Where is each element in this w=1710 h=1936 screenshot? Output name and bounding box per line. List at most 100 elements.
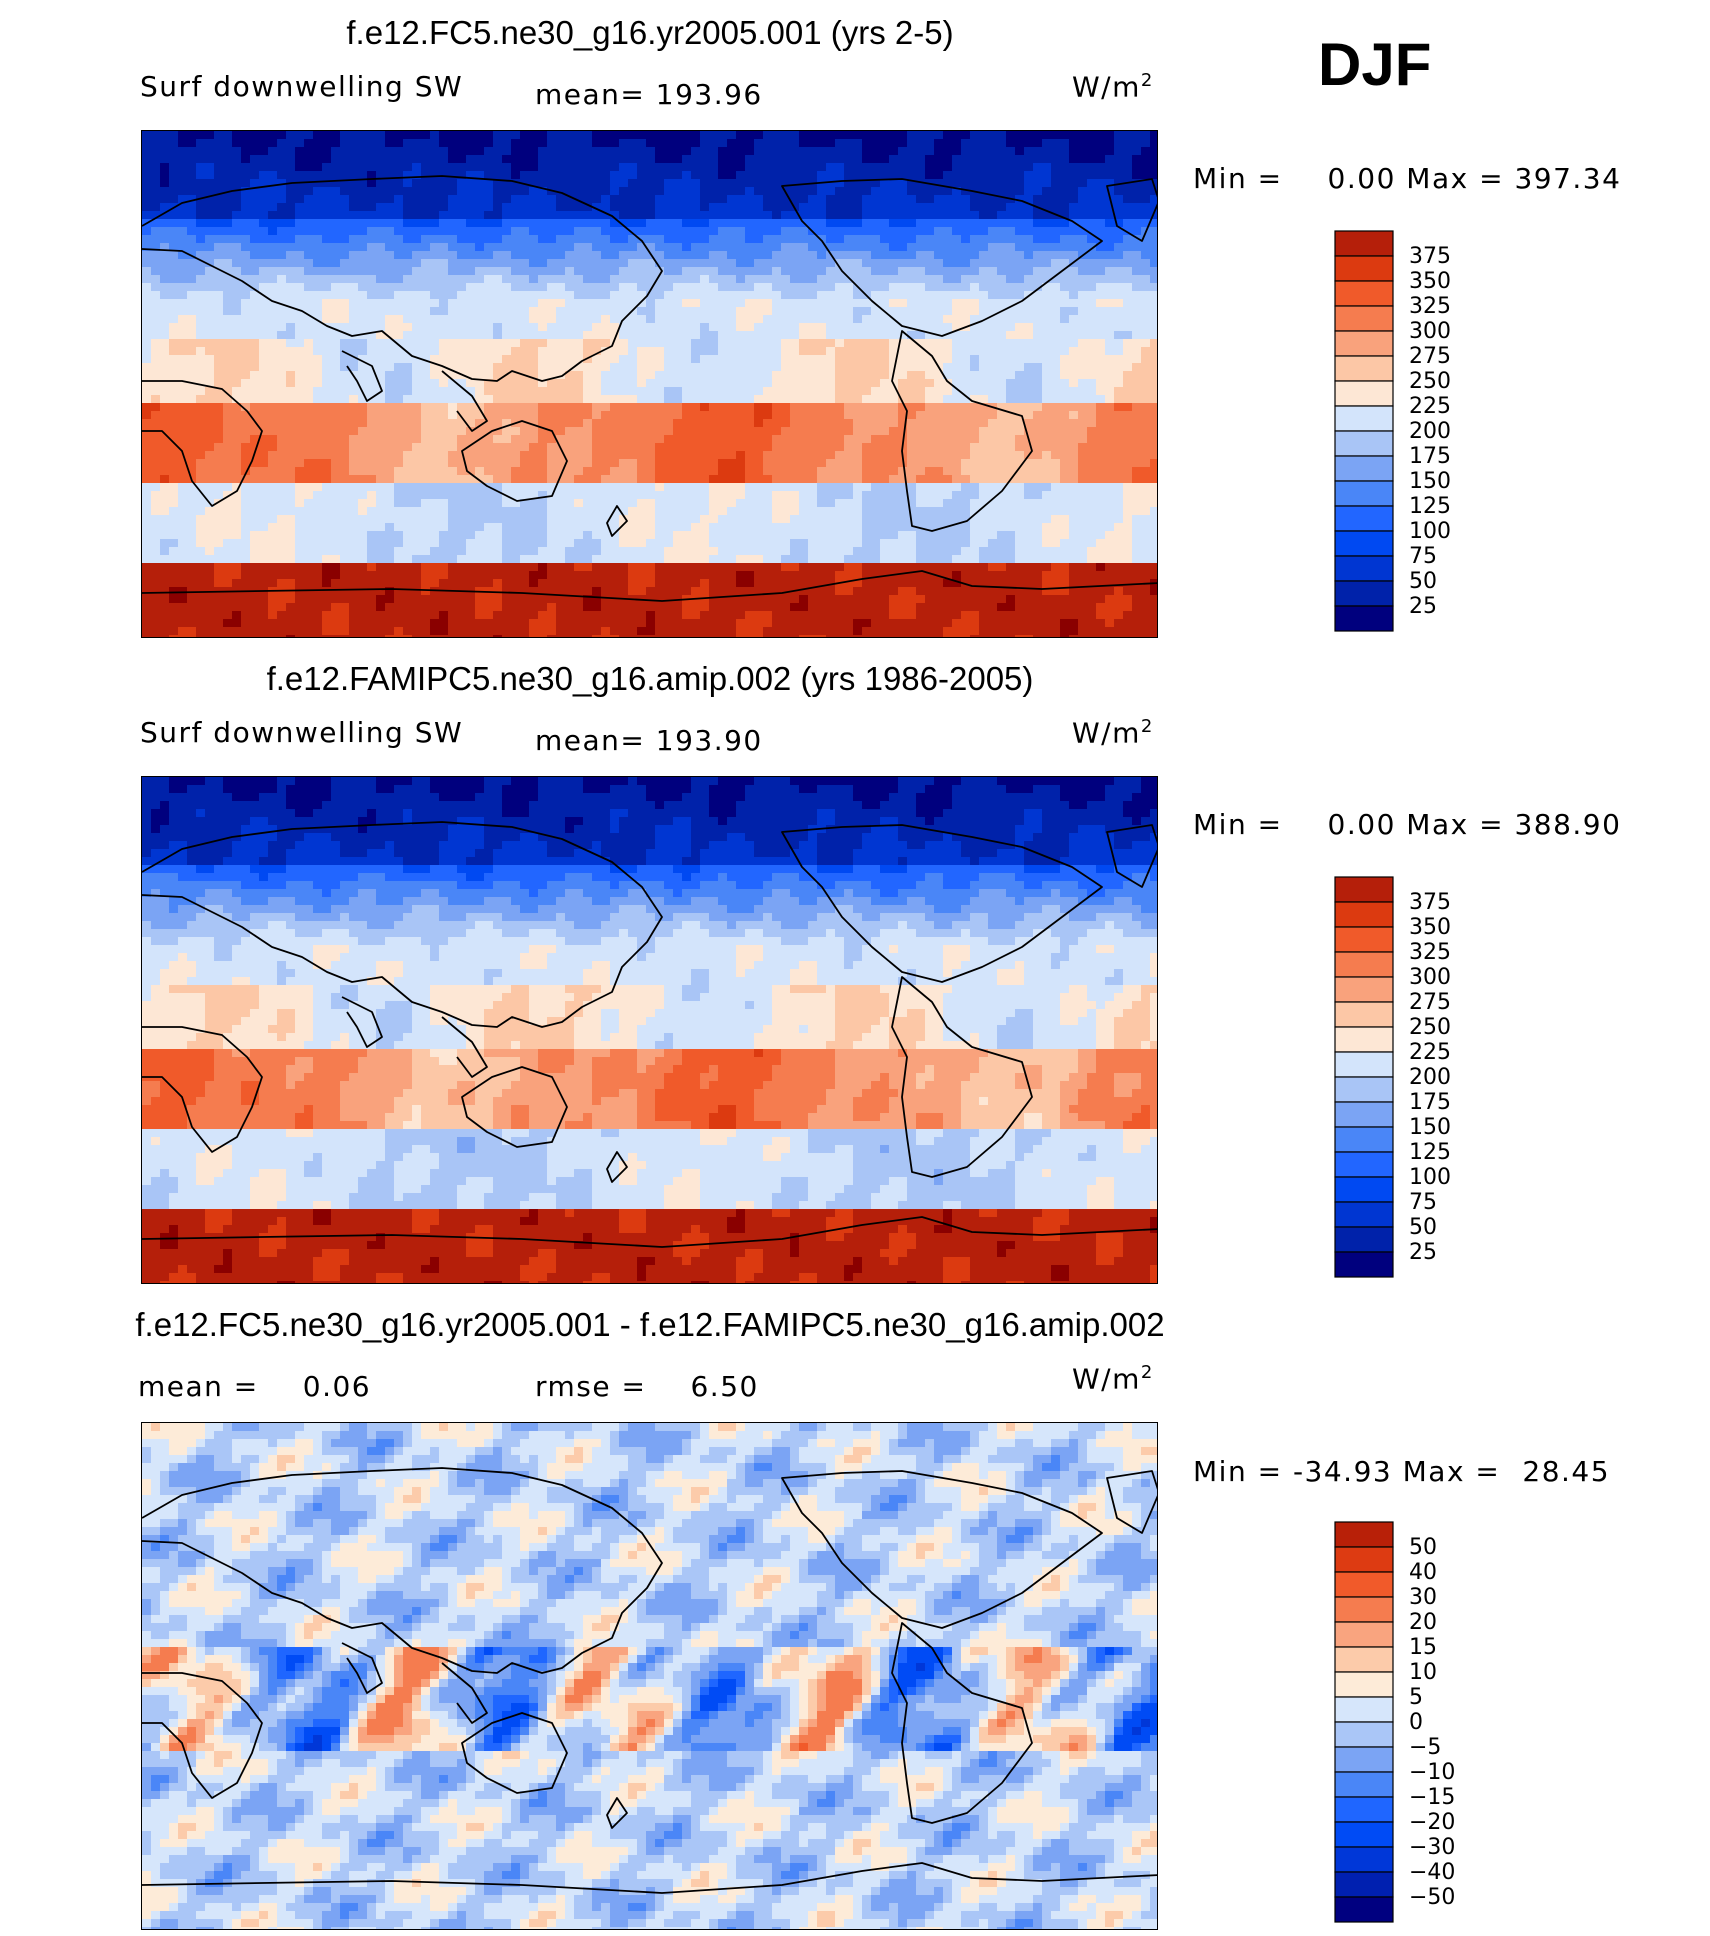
panel2-variable-label: Surf downwelling SW [140,716,463,749]
panel1-mean-label: mean= 193.96 [535,78,763,111]
panel1-colorbar-tick-label: 25 [1409,594,1437,619]
panel1-colorbar-tick-label: 100 [1409,519,1451,544]
panel3-colorbar-tick-label: 30 [1409,1585,1437,1610]
panel2-colorbar-tick-label: 50 [1409,1215,1437,1240]
panel1-colorbar-box [1334,580,1394,607]
panel2-colorbar-tick-label: 150 [1409,1115,1451,1140]
panel2-colorbar-box [1334,1026,1394,1053]
panel3-colorbar-box [1334,1771,1394,1798]
panel3-colorbar-tick-label: 5 [1409,1685,1423,1710]
panel2-colorbar-box [1334,1126,1394,1153]
panel3-map [141,1422,1158,1930]
panel1-colorbar: 375 350 325 300 275 250 225 200 175 150 125 100 75 50… [1333,229,1493,632]
panel2-title: f.e12.FAMIPC5.ne30_g16.amip.002 (yrs 198… [0,660,1300,698]
panel2-colorbar-tick-label: 275 [1409,990,1451,1015]
panel3-colorbar-box [1334,1746,1394,1773]
panel3-colorbar-box [1334,1696,1394,1723]
panel2-map [141,776,1158,1284]
panel1-title: f.e12.FC5.ne30_g16.yr2005.001 (yrs 2-5) [0,14,1300,52]
panel2-colorbar-tick-label: 350 [1409,915,1451,940]
panel3-colorbar-tick-label: −30 [1409,1835,1455,1860]
panel3-colorbar-tick-label: 15 [1409,1635,1437,1660]
panel1-colorbar-box [1334,430,1394,457]
panel2-colorbar-tick-label: 25 [1409,1240,1437,1265]
panel1-map [141,130,1158,638]
panel2-colorbar-box [1334,951,1394,978]
panel3-colorbar-tick-label: −40 [1409,1860,1455,1885]
panel2-colorbar-tick-label: 175 [1409,1090,1451,1115]
panel1-colorbar-box [1334,355,1394,382]
panel1-colorbar-box [1334,305,1394,332]
panel2-colorbar-box [1334,1101,1394,1128]
panel3-colorbar-tick-label: 50 [1409,1535,1437,1560]
panel1-map-field [142,131,1157,637]
panel3-map-field [142,1423,1157,1929]
panel3-colorbar-box [1334,1646,1394,1673]
panel3-colorbar-tick-label: 0 [1409,1710,1423,1735]
panel1-variable-label: Surf downwelling SW [140,70,463,103]
panel1-colorbar-box [1334,530,1394,557]
panel1-coastlines [142,175,1157,602]
panel3-colorbar-box [1334,1671,1394,1698]
panel2-coastlines [142,821,1157,1248]
panel3-colorbar-box [1334,1521,1394,1548]
panel3-coastlines [142,1467,1157,1894]
panel1-colorbar-tick-label: 125 [1409,494,1451,519]
panel2-min-max: Min = 0.00 Max = 388.90 [1193,808,1621,841]
panel2-colorbar-tick-label: 100 [1409,1165,1451,1190]
panel2-colorbar-tick-label: 250 [1409,1015,1451,1040]
panel1-colorbar-tick-label: 325 [1409,294,1451,319]
panel1-colorbar-box [1334,480,1394,507]
panel3-colorbar-tick-label: 20 [1409,1610,1437,1635]
panel3-colorbar-box [1334,1796,1394,1823]
panel1-colorbar-tick-label: 50 [1409,569,1437,594]
panel1-colorbar-tick-label: 350 [1409,269,1451,294]
panel3-colorbar-box [1334,1846,1394,1873]
panel3-colorbar-tick-label: −10 [1409,1760,1455,1785]
panel2-mean-label: mean= 193.90 [535,724,763,757]
panel2-colorbar-tick-label: 125 [1409,1140,1451,1165]
panel1-units: W/m2 [1072,70,1154,103]
panel2-colorbar-box [1334,1151,1394,1178]
panel3-colorbar-box [1334,1821,1394,1848]
panel3-colorbar: 50 40 30 20 15 10 5 0 −5 −10 −15 −20 −30 −40 −50 [1333,1520,1493,1923]
panel1-min-max: Min = 0.00 Max = 397.34 [1193,162,1621,195]
panel2-colorbar-box [1334,1076,1394,1103]
panel3-colorbar-box [1334,1721,1394,1748]
season-label: DJF [1318,30,1431,99]
panel2-colorbar-tick-label: 325 [1409,940,1451,965]
panel2-colorbar-box [1334,1201,1394,1228]
panel2-colorbar-box [1334,926,1394,953]
panel1-colorbar-box [1334,255,1394,282]
panel2-colorbar-tick-label: 75 [1409,1190,1437,1215]
panel1-colorbar-tick-label: 75 [1409,544,1437,569]
panel1-colorbar-tick-label: 175 [1409,444,1451,469]
panel1-colorbar-box [1334,280,1394,307]
panel1-colorbar-tick-label: 375 [1409,244,1451,269]
panel3-mean-label: mean = 0.06 [138,1370,371,1403]
panel3-title: f.e12.FC5.ne30_g16.yr2005.001 - f.e12.FA… [0,1306,1300,1344]
panel2-colorbar-box [1334,901,1394,928]
panel3-colorbar-box [1334,1596,1394,1623]
panel3-colorbar-box [1334,1571,1394,1598]
panel1-colorbar-box [1334,605,1394,632]
panel1-colorbar-box [1334,455,1394,482]
panel1-colorbar-tick-label: 250 [1409,369,1451,394]
panel2-colorbar: 375 350 325 300 275 250 225 200 175 150 125 100 75 50… [1333,875,1493,1278]
panel3-colorbar-tick-label: −15 [1409,1785,1455,1810]
panel1-colorbar-box [1334,505,1394,532]
panel1-colorbar-box [1334,230,1394,257]
panel3-min-max: Min = -34.93 Max = 28.45 [1193,1455,1610,1488]
panel3-colorbar-box [1334,1896,1394,1923]
panel2-colorbar-box [1334,1226,1394,1253]
panel3-colorbar-tick-label: 40 [1409,1560,1437,1585]
panel2-map-field [142,777,1157,1283]
panel3-colorbar-tick-label: −5 [1409,1735,1441,1760]
panel3-colorbar-box [1334,1546,1394,1573]
panel3-units: W/m2 [1072,1362,1154,1395]
panel3-colorbar-tick-label: −20 [1409,1810,1455,1835]
panel1-colorbar-box [1334,555,1394,582]
panel2-colorbar-box [1334,1051,1394,1078]
panel1-colorbar-box [1334,405,1394,432]
panel2-colorbar-tick-label: 300 [1409,965,1451,990]
